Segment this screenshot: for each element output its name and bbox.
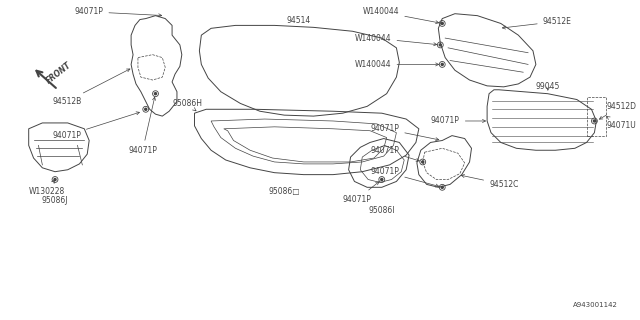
Text: W140044: W140044 xyxy=(355,60,438,69)
Text: 94071P: 94071P xyxy=(52,112,140,140)
Text: 95086H: 95086H xyxy=(172,99,202,111)
Text: W140044: W140044 xyxy=(363,7,439,24)
Text: 94071P: 94071P xyxy=(128,97,157,155)
Circle shape xyxy=(441,22,444,24)
Text: 94071P: 94071P xyxy=(343,182,379,204)
Text: W130228: W130228 xyxy=(29,180,65,196)
Text: 95086J: 95086J xyxy=(42,196,68,205)
Text: 94514: 94514 xyxy=(287,16,311,25)
Text: 95086□: 95086□ xyxy=(269,187,300,196)
Text: FRONT: FRONT xyxy=(44,61,73,86)
Text: 94512D: 94512D xyxy=(600,102,636,119)
Circle shape xyxy=(145,108,147,110)
Circle shape xyxy=(441,186,444,188)
Text: 94512E: 94512E xyxy=(502,17,572,29)
Circle shape xyxy=(439,44,442,46)
Circle shape xyxy=(593,120,595,122)
Text: 94071P: 94071P xyxy=(371,124,439,141)
Text: 94512B: 94512B xyxy=(52,69,130,106)
Text: 94071P: 94071P xyxy=(371,146,419,162)
Text: W140044: W140044 xyxy=(355,34,436,46)
Text: 99045: 99045 xyxy=(536,82,560,91)
Circle shape xyxy=(422,161,424,163)
Text: 94071P: 94071P xyxy=(74,7,162,17)
Circle shape xyxy=(154,93,157,95)
Text: 94512C: 94512C xyxy=(461,174,518,189)
Circle shape xyxy=(441,63,444,66)
Circle shape xyxy=(381,179,383,180)
Text: 95086I: 95086I xyxy=(369,206,395,215)
Text: A943001142: A943001142 xyxy=(573,302,618,308)
Text: 94071P: 94071P xyxy=(371,167,439,187)
Circle shape xyxy=(54,179,56,180)
Text: 94071U: 94071U xyxy=(606,116,636,130)
Text: 94071P: 94071P xyxy=(431,116,486,125)
